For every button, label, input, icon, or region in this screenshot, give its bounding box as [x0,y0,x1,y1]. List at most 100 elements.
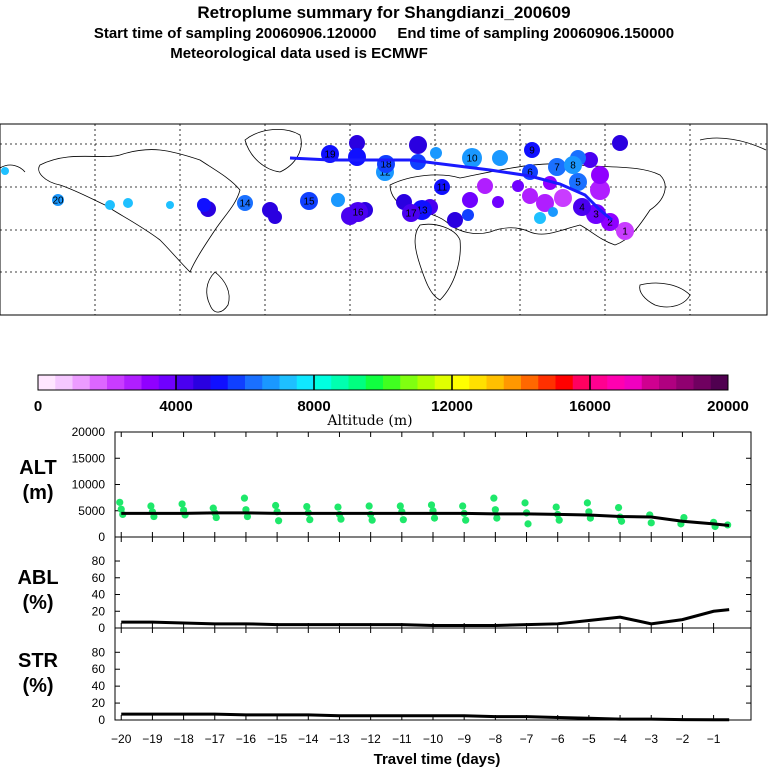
altitude-point [178,500,186,508]
centroid-day-label: 2 [607,218,613,229]
y-tick-label: 0 [98,713,105,727]
colorbar-swatch [365,375,384,390]
colorbar-swatch [124,375,142,390]
altitude-colorbar: 0 4000 8000 12000 16000 20000 Altitude (m) [34,374,749,429]
colorbar-swatch [107,375,125,390]
altitude-point [240,494,249,502]
colorbar-swatch [314,375,332,390]
plume-cluster-marker [348,148,366,166]
x-tick-label: −9 [457,732,471,746]
x-axis-label: Travel time (days) [374,751,501,768]
panel-yunit: (%) [22,675,53,697]
altitude-point [490,494,498,502]
plume-cluster-marker [548,207,558,217]
centroid-marker [348,202,368,222]
series-line-str [121,712,730,722]
centroid-marker [573,198,591,216]
plume-cluster-marker [492,150,508,166]
centroid-day-label: 14 [239,199,251,210]
plume-cluster-marker [123,198,133,208]
plume-cluster-marker [554,189,572,207]
plume-cluster-marker [492,196,504,208]
colorbar-swatch [348,375,367,390]
x-tick-label: −8 [489,732,503,746]
centroid-day-label: 12 [379,168,391,179]
centroid-day-label: 7 [554,163,560,174]
x-tick-label: −10 [423,732,444,746]
colorbar-swatch [417,375,436,390]
altitude-point [430,514,439,522]
plume-cluster-marker [331,193,345,207]
colorbar-swatch [296,375,315,390]
panel-frame [114,627,752,721]
y-tick-label: 60 [92,571,106,585]
panel-abl: 80 60 40 20 0 ABL (%) [17,536,752,635]
plume-cluster-marker [430,147,442,159]
x-tick-label: −19 [142,732,163,746]
colorbar-swatches [38,375,729,390]
centroid-marker [402,204,420,222]
colorbar-swatch [469,375,487,390]
y-tick-label: 5000 [78,504,105,518]
colorbar-swatch [72,375,91,390]
x-tick-label: −18 [173,732,194,746]
colorbar-tick-label: 20000 [707,398,749,415]
plume-cluster-marker [1,167,9,175]
altitude-point [493,514,501,522]
centroid-day-label: 19 [324,150,336,161]
centroid-day-label: 16 [352,208,364,219]
y-tick-label: 10000 [72,478,106,492]
colorbar-tick-label: 16000 [569,398,611,415]
colorbar-swatch [279,375,298,390]
centroid-day-label: 1 [622,227,628,238]
x-tick-label: −6 [551,732,565,746]
colorbar-swatch [538,375,556,390]
centroid-day-label: 17 [405,209,417,220]
colorbar-swatch [227,375,246,390]
chart-title: Retroplume summary for Shangdianzi_20060… [197,3,571,22]
colorbar-swatch [383,375,401,390]
plume-cluster-marker [268,210,282,224]
plume-cluster-marker [536,194,554,212]
colorbar-swatch [38,375,56,390]
centroid-day-label: 20 [52,196,64,207]
x-tick-label: −16 [236,732,257,746]
y-tick-label: 80 [92,554,106,568]
colorbar-swatch [193,375,211,390]
altitude-point [647,519,655,527]
colorbar-swatch [710,375,729,390]
x-tick-label: −4 [613,732,627,746]
altitude-point [243,512,252,521]
x-tick-label: −5 [582,732,596,746]
y-tick-label: 0 [98,530,105,544]
plume-cluster-marker [197,198,211,212]
centroid-day-label: 15 [303,197,315,208]
altitude-point [680,513,688,522]
altitude-point [614,504,623,512]
altitude-point [583,499,591,507]
meteorological-data-subtitle: Meteorological data used is ECMWF [170,45,428,62]
centroid-marker [524,142,540,158]
centroid-day-label: 18 [380,160,392,171]
x-tick-label: −3 [644,732,658,746]
plume-cluster-marker [591,166,609,184]
altitude-point [365,502,373,510]
altitude-point [524,520,532,528]
plume-cluster-marker [166,201,174,209]
plume-cluster-marker [590,180,610,200]
colorbar-swatch [555,375,574,390]
panel-frame [114,536,752,629]
centroid-marker [300,192,318,210]
panel-str: 80 60 40 20 0 STR (%) [18,627,752,727]
panel-ylabel: ABL [17,567,58,589]
series-line-abl [121,608,730,627]
colorbar-swatch [676,375,694,390]
x-tick-label: −20 [111,732,132,746]
centroid-day-label: 3 [593,210,599,221]
panel-ylabel: ALT [19,457,56,479]
x-tick-label: −11 [392,732,412,746]
time-series-panels: 20000 15000 10000 5000 0 ALT (m) 80 60 40 20 0 ABL (%… [17,425,752,768]
altitude-point [396,502,404,510]
altitude-point [147,502,155,510]
